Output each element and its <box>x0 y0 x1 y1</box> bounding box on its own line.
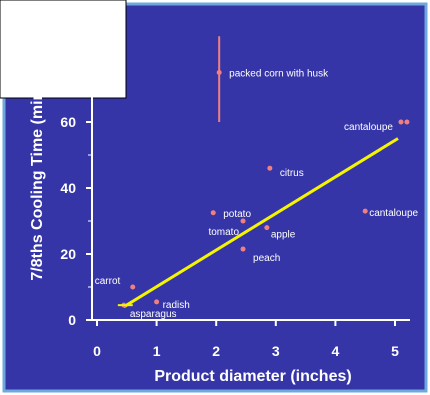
data-point <box>154 299 160 305</box>
point-label: radish <box>163 300 190 311</box>
point-label: citrus <box>280 168 304 179</box>
y-axis-title: 7/8ths Cooling Time (min) <box>29 85 46 280</box>
x-tick-label: 5 <box>391 343 399 359</box>
data-point <box>216 70 222 75</box>
data-point <box>264 225 270 231</box>
data-point <box>267 165 273 171</box>
y-axis: 0 20 40 60 80 <box>60 30 93 328</box>
point-label: peach <box>253 253 280 264</box>
data-point <box>398 119 404 125</box>
overlay-box <box>0 0 127 99</box>
fit-line <box>123 137 399 309</box>
point-label: asparagus <box>130 309 177 320</box>
x-tick-label: 1 <box>153 343 161 359</box>
data-point <box>130 284 136 290</box>
x-axis-title: Product diameter (inches) <box>154 368 351 385</box>
data-points: packed corn with husk cantaloupe citrus can… <box>95 36 419 320</box>
point-label: apple <box>271 230 296 241</box>
y-tick-label: 40 <box>60 180 76 196</box>
x-tick-label: 4 <box>332 343 340 359</box>
point-label: carrot <box>95 276 121 287</box>
x-tick-label: 2 <box>212 343 220 359</box>
data-point <box>404 119 410 125</box>
point-label: cantaloupe <box>344 122 393 133</box>
point-label: tomato <box>208 227 239 238</box>
x-axis: 0 1 2 3 4 5 <box>92 319 410 359</box>
x-tick-label: 0 <box>93 343 101 359</box>
data-point <box>210 210 216 216</box>
y-tick-label: 0 <box>68 312 76 328</box>
x-tick-label: 3 <box>272 343 280 359</box>
point-label: packed corn with husk <box>229 69 329 80</box>
point-label: potato <box>223 209 251 220</box>
point-label: cantaloupe <box>369 208 418 219</box>
fit-line-group <box>123 137 399 309</box>
data-point <box>362 208 368 214</box>
y-tick-label: 60 <box>60 114 76 130</box>
y-tick-label: 80 <box>60 48 76 64</box>
data-point <box>240 218 246 224</box>
data-point <box>240 246 246 252</box>
y-tick-label: 20 <box>60 246 76 262</box>
